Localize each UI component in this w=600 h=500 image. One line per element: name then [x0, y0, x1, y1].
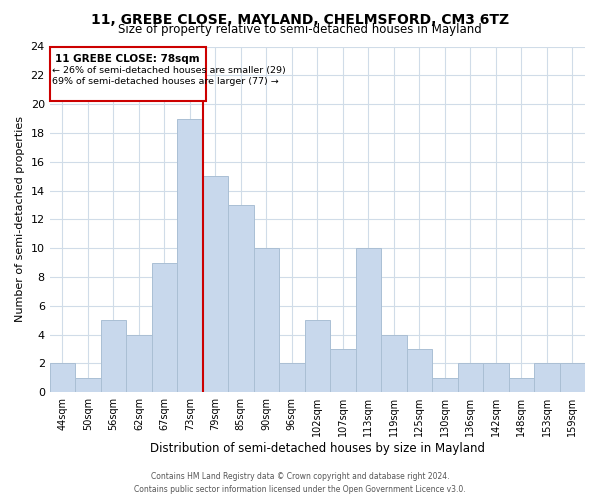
Bar	[432, 378, 458, 392]
Bar	[254, 248, 279, 392]
Bar	[279, 364, 305, 392]
FancyBboxPatch shape	[50, 46, 206, 101]
Bar	[50, 364, 75, 392]
Bar	[126, 334, 152, 392]
Bar	[509, 378, 534, 392]
Bar	[483, 364, 509, 392]
Bar	[534, 364, 560, 392]
Bar	[101, 320, 126, 392]
Text: 11, GREBE CLOSE, MAYLAND, CHELMSFORD, CM3 6TZ: 11, GREBE CLOSE, MAYLAND, CHELMSFORD, CM…	[91, 12, 509, 26]
Bar	[330, 349, 356, 392]
Bar	[203, 176, 228, 392]
Y-axis label: Number of semi-detached properties: Number of semi-detached properties	[15, 116, 25, 322]
Text: Contains HM Land Registry data © Crown copyright and database right 2024.
Contai: Contains HM Land Registry data © Crown c…	[134, 472, 466, 494]
Text: Size of property relative to semi-detached houses in Mayland: Size of property relative to semi-detach…	[118, 22, 482, 36]
Text: ← 26% of semi-detached houses are smaller (29): ← 26% of semi-detached houses are smalle…	[52, 66, 286, 75]
Bar	[381, 334, 407, 392]
Text: 11 GREBE CLOSE: 78sqm: 11 GREBE CLOSE: 78sqm	[55, 54, 200, 64]
Bar	[152, 262, 177, 392]
Bar	[75, 378, 101, 392]
Bar	[177, 118, 203, 392]
Bar	[458, 364, 483, 392]
Bar	[560, 364, 585, 392]
X-axis label: Distribution of semi-detached houses by size in Mayland: Distribution of semi-detached houses by …	[150, 442, 485, 455]
Bar	[305, 320, 330, 392]
Bar	[228, 205, 254, 392]
Text: 69% of semi-detached houses are larger (77) →: 69% of semi-detached houses are larger (…	[52, 78, 279, 86]
Bar	[356, 248, 381, 392]
Bar	[407, 349, 432, 392]
